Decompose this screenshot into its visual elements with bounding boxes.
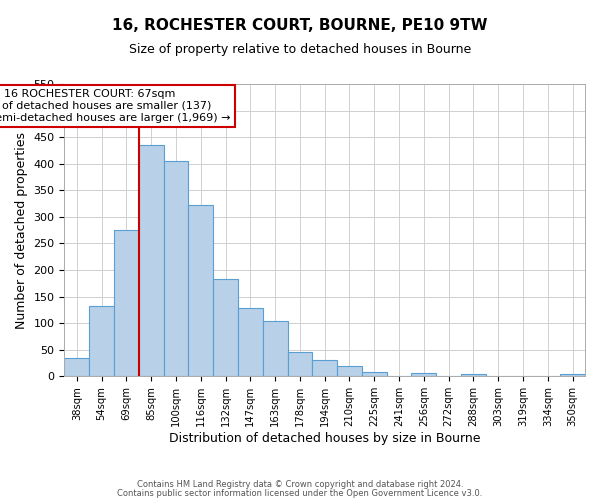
Text: Contains HM Land Registry data © Crown copyright and database right 2024.: Contains HM Land Registry data © Crown c… xyxy=(137,480,463,489)
Text: 16 ROCHESTER COURT: 67sqm
← 6% of detached houses are smaller (137)
93% of semi-: 16 ROCHESTER COURT: 67sqm ← 6% of detach… xyxy=(0,90,231,122)
Bar xyxy=(461,374,486,376)
Bar xyxy=(313,360,337,376)
Y-axis label: Number of detached properties: Number of detached properties xyxy=(15,132,28,328)
Text: Size of property relative to detached houses in Bourne: Size of property relative to detached ho… xyxy=(129,42,471,56)
Bar xyxy=(188,204,213,376)
Bar xyxy=(64,358,89,376)
Bar xyxy=(164,161,188,376)
Bar xyxy=(238,308,263,376)
Bar xyxy=(89,306,114,376)
Bar xyxy=(287,352,313,376)
Bar xyxy=(337,366,362,376)
X-axis label: Distribution of detached houses by size in Bourne: Distribution of detached houses by size … xyxy=(169,432,481,445)
Bar xyxy=(560,374,585,376)
Bar xyxy=(412,372,436,376)
Bar xyxy=(139,145,164,376)
Bar xyxy=(114,230,139,376)
Bar xyxy=(213,278,238,376)
Bar xyxy=(362,372,386,376)
Bar xyxy=(263,321,287,376)
Text: 16, ROCHESTER COURT, BOURNE, PE10 9TW: 16, ROCHESTER COURT, BOURNE, PE10 9TW xyxy=(112,18,488,32)
Text: Contains public sector information licensed under the Open Government Licence v3: Contains public sector information licen… xyxy=(118,488,482,498)
